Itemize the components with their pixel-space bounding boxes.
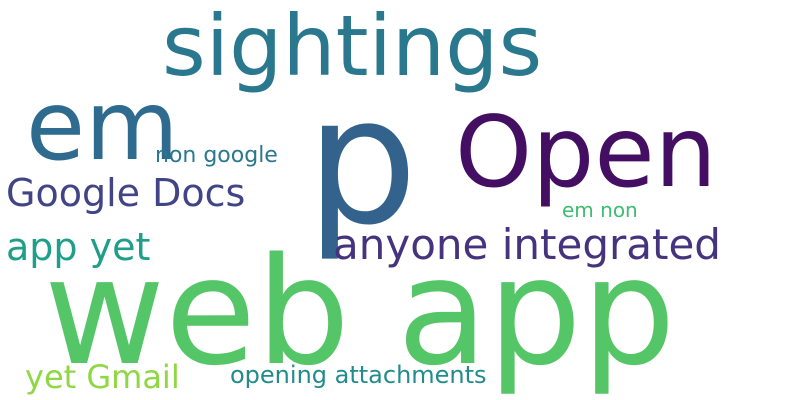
word-anyone-integrated: anyone integrated xyxy=(333,220,721,269)
word-sightings: sightings xyxy=(162,0,543,95)
word-yet-gmail: yet Gmail xyxy=(25,358,180,396)
word-non-google: non google xyxy=(155,143,278,168)
word-open: Open xyxy=(455,96,717,210)
word-opening-attachments: opening attachments xyxy=(230,361,487,389)
word-em: em xyxy=(26,70,179,182)
word-google-docs: Google Docs xyxy=(6,171,246,215)
word-p: p xyxy=(306,59,418,264)
word-web-app: web app xyxy=(44,226,676,398)
word-app-yet: app yet xyxy=(6,225,151,269)
word-em-non: em non xyxy=(562,198,638,222)
